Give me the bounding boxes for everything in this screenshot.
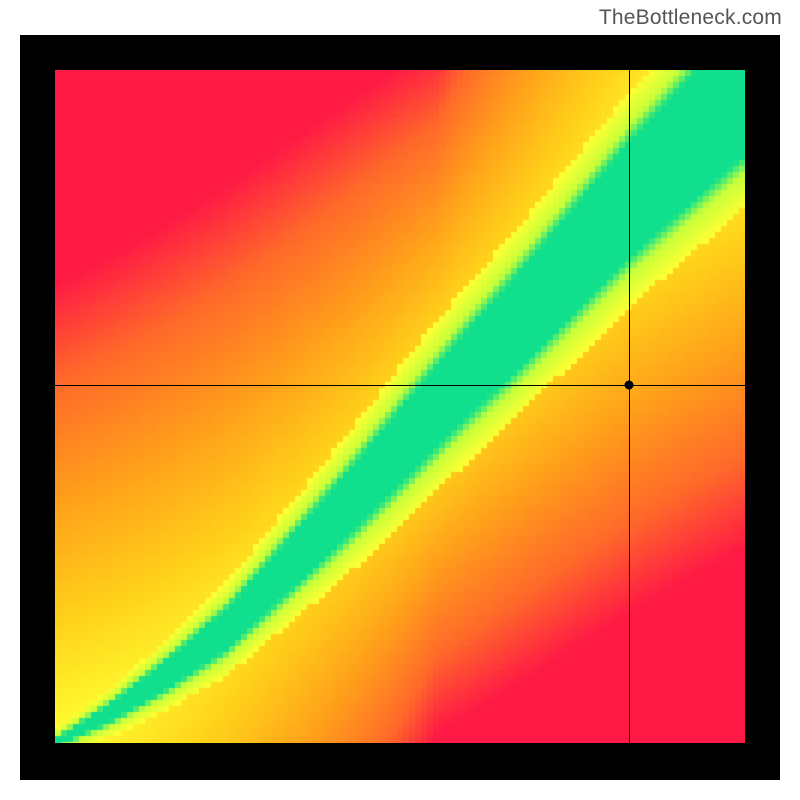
- plot-area: [55, 70, 745, 743]
- watermark-text: TheBottleneck.com: [599, 6, 782, 30]
- plot-outer-frame: [20, 35, 780, 780]
- heatmap-canvas: [55, 70, 745, 743]
- crosshair-horizontal: [55, 385, 745, 386]
- crosshair-vertical: [629, 70, 630, 743]
- crosshair-dot: [625, 380, 634, 389]
